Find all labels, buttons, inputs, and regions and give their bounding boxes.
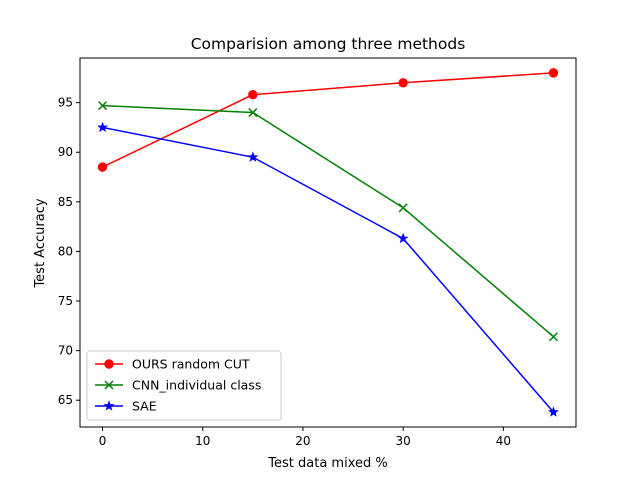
data-point [248,108,258,118]
y-tick-label: 65 [58,393,73,407]
x-tick-label: 30 [396,434,411,448]
series-line [102,72,554,168]
y-axis-label: Test Accuracy [33,198,48,288]
data-point [247,151,259,162]
y-tick-label: 80 [58,244,73,258]
axes: 0 10 20 30 40 65 70 75 80 85 90 95 [58,57,577,448]
legend-label: CNN_individual class [132,378,261,393]
data-point [97,162,108,172]
legend-box [86,350,282,421]
x-tick-label: 20 [295,434,310,448]
chart-title: Comparision among three methods [191,35,466,53]
legend: OURS random CUT CNN_individual class SAE [86,350,282,421]
plot-area [97,68,559,417]
y-axis: 65 70 75 80 85 90 95 [58,96,80,407]
x-tick-label: 0 [99,434,107,448]
axes-frame [79,57,577,428]
series-3 [97,121,559,417]
data-point [398,78,408,88]
data-point [98,101,108,111]
series-1 [97,68,559,172]
data-point [397,232,409,244]
y-tick-label: 95 [58,96,73,110]
legend-marker [104,359,114,369]
data-point [97,121,109,133]
legend-marker [103,400,115,411]
legend-label: OURS random CUT [132,357,250,372]
x-tick-label: 10 [195,434,210,448]
y-tick-label: 85 [58,195,73,209]
legend-entry: SAE [95,399,157,414]
data-point [548,68,559,78]
y-tick-label: 90 [58,145,73,159]
x-tick-label: 40 [496,434,511,448]
legend-label: SAE [132,399,157,414]
x-axis: 0 10 20 30 40 [99,427,511,448]
legend-entry: CNN_individual class [95,378,261,393]
legend-marker [104,380,114,390]
x-axis-label: Test data mixed % [267,456,387,471]
series-line [102,104,554,338]
data-point [398,203,408,213]
data-point [248,90,258,100]
series-2 [98,101,558,342]
y-tick-label: 75 [58,294,73,308]
data-point [547,406,559,417]
y-tick-label: 70 [58,344,73,358]
data-point [548,332,558,342]
series-line [102,126,555,413]
legend-entry: OURS random CUT [95,357,250,372]
